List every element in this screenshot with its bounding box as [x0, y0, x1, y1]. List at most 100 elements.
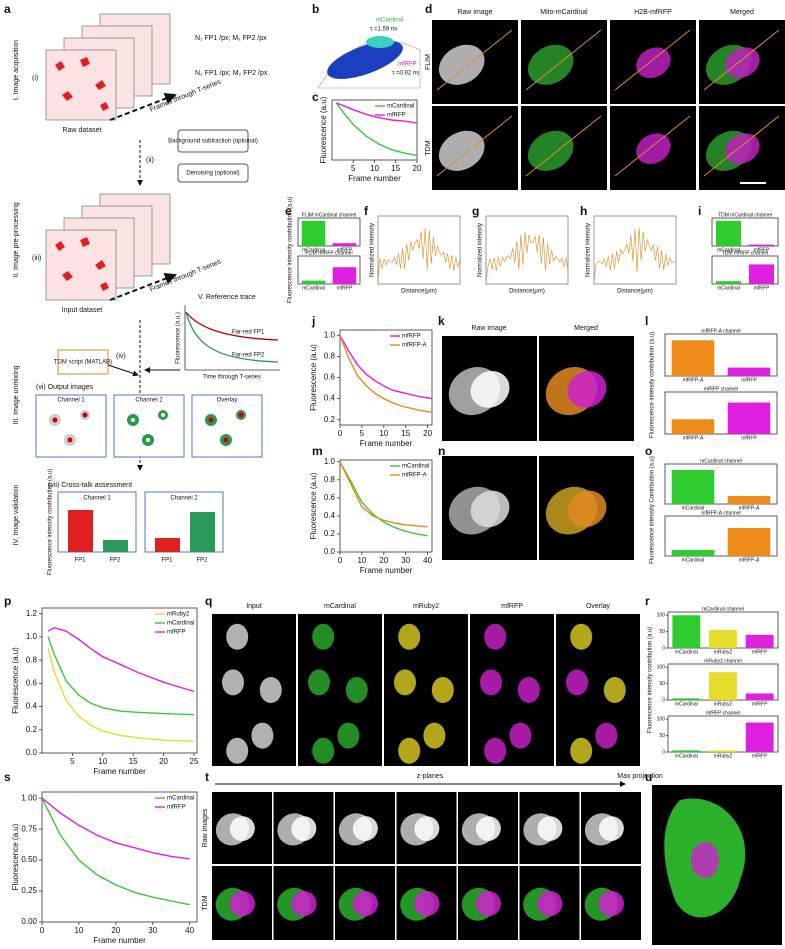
- column-label: Overlay: [586, 603, 611, 610]
- nucleus: [226, 623, 249, 650]
- panel-letter: g: [472, 204, 479, 218]
- x-tick-label: 5: [360, 429, 365, 438]
- x-tick-label: mCardinal: [675, 649, 698, 655]
- x-tick-label: 20: [413, 164, 422, 173]
- bar-title: mfRFP channel: [704, 386, 738, 392]
- cells: [55, 57, 109, 291]
- y-axis-label: Fluorescence (a.u): [11, 647, 20, 714]
- bar-title: mRuby2 channel: [704, 658, 742, 664]
- plot-title: Channel 1: [83, 496, 111, 502]
- y-tick-label: 0.2: [26, 725, 38, 734]
- y-tick-label: 1.0: [26, 632, 38, 641]
- series-line: [339, 334, 433, 400]
- series-line: [41, 797, 190, 906]
- bar: [672, 750, 701, 752]
- bar-title: mfRFP-A channel: [701, 510, 740, 516]
- x-tick-label: 15: [401, 429, 410, 438]
- arrow: [107, 364, 139, 377]
- nucleus: [345, 677, 368, 703]
- bar: [301, 220, 326, 246]
- x-tick-label: 0: [338, 556, 343, 565]
- y-axis-label: Fluorescence (a.u): [11, 823, 20, 890]
- cell: [598, 891, 624, 917]
- cell: [470, 490, 510, 528]
- profile-plot: [485, 215, 569, 285]
- panel-letter: t: [205, 770, 209, 784]
- phasor-label: mfRFP: [398, 62, 417, 68]
- y-tick-label: 0.8: [324, 351, 336, 360]
- profile-line: [703, 115, 780, 177]
- y-tick-label: 0: [662, 749, 665, 755]
- plot-frame: [711, 255, 779, 285]
- panel-letter: j: [311, 314, 315, 328]
- legend-label: mfRFP: [402, 334, 421, 340]
- pixel-formula: N₂ FP1 /px; M₂ FP2 /px: [195, 70, 268, 77]
- y-tick-label: 0.6: [26, 679, 38, 688]
- x-tick-label: 40: [185, 926, 194, 935]
- legend-label: mfRFP-A: [402, 473, 427, 479]
- axis-label: Distance(µm): [617, 289, 653, 295]
- stage-label: II. Image pre-processing: [13, 202, 20, 278]
- column-label: mfRFP: [501, 603, 523, 610]
- step-label: (ii): [146, 157, 154, 164]
- legend-label: mCardinal: [167, 621, 194, 627]
- x-tick-label: mfRFP: [741, 377, 757, 383]
- y-tick-label: 0.00: [21, 917, 37, 926]
- frame-stack: [45, 193, 171, 301]
- bar: [745, 722, 774, 752]
- stage-label: IV. Image validation: [13, 484, 20, 545]
- nucleus: [603, 677, 626, 703]
- phasor-cloud: [327, 41, 403, 79]
- plot-frame: [664, 515, 778, 557]
- y-tick-label: 0.8: [324, 475, 336, 484]
- bar: [709, 630, 737, 648]
- plot-frame: [41, 791, 198, 923]
- legend-label: mCardinal: [387, 104, 414, 110]
- nucleus: [509, 722, 532, 749]
- x-tick-label: 10: [370, 164, 379, 173]
- x-axis-label: Frame number: [360, 566, 413, 575]
- cell: [636, 133, 671, 165]
- x-tick-label: 25: [190, 757, 199, 766]
- x-tick-label: 20: [111, 926, 120, 935]
- plot-frame: [664, 463, 778, 505]
- axis-label: Time through T-series: [203, 375, 261, 381]
- stage-label: III. Image unmixing: [13, 365, 20, 424]
- column-label: Raw image: [471, 325, 506, 332]
- panel-b: b mCardinal τ =1.59 ns mfRFP τ =0.92 ns: [312, 2, 421, 89]
- x-tick-label: mfRFP: [754, 247, 770, 253]
- schematic-bar: [68, 510, 93, 552]
- bar-label: FP1: [161, 558, 173, 564]
- axis-label: Fluorescence intensity contribution (a.u…: [48, 469, 54, 575]
- nucleus: [570, 737, 593, 764]
- plot-frame: [297, 255, 361, 285]
- panel-letter: i: [698, 204, 701, 218]
- nucleus: [484, 623, 507, 650]
- y-tick-label: 0.4: [324, 394, 336, 403]
- x-tick-label: mfRFP: [752, 649, 768, 655]
- cell: [291, 816, 317, 841]
- x-tick-label: 40: [423, 556, 432, 565]
- x-tick-label: 0: [338, 429, 343, 438]
- series-line: [47, 626, 195, 693]
- x-tick-label: mfRFP-A: [739, 557, 760, 563]
- box: [177, 129, 249, 153]
- profile-plot: [593, 215, 677, 285]
- cell: [438, 130, 485, 171]
- image: [113, 394, 185, 458]
- y-tick-label: 50: [659, 629, 665, 635]
- output-title: (vi) Output images: [36, 384, 94, 391]
- cell: [414, 891, 440, 917]
- axis-label: Fluorescence intensity Contribution (a.u…: [650, 456, 656, 564]
- output-images: [35, 394, 263, 458]
- y-tick-label: 0.4: [26, 702, 38, 711]
- profile-line: [436, 29, 513, 91]
- profile-line: [614, 115, 691, 177]
- cell: [725, 47, 760, 79]
- y-tick-label: 100: [657, 717, 666, 723]
- x-tick-label: mCardinal: [717, 247, 740, 253]
- cell: [475, 891, 501, 917]
- nucleus: [394, 669, 416, 696]
- bar: [745, 693, 774, 700]
- y-tick-label: 0.6: [324, 493, 336, 502]
